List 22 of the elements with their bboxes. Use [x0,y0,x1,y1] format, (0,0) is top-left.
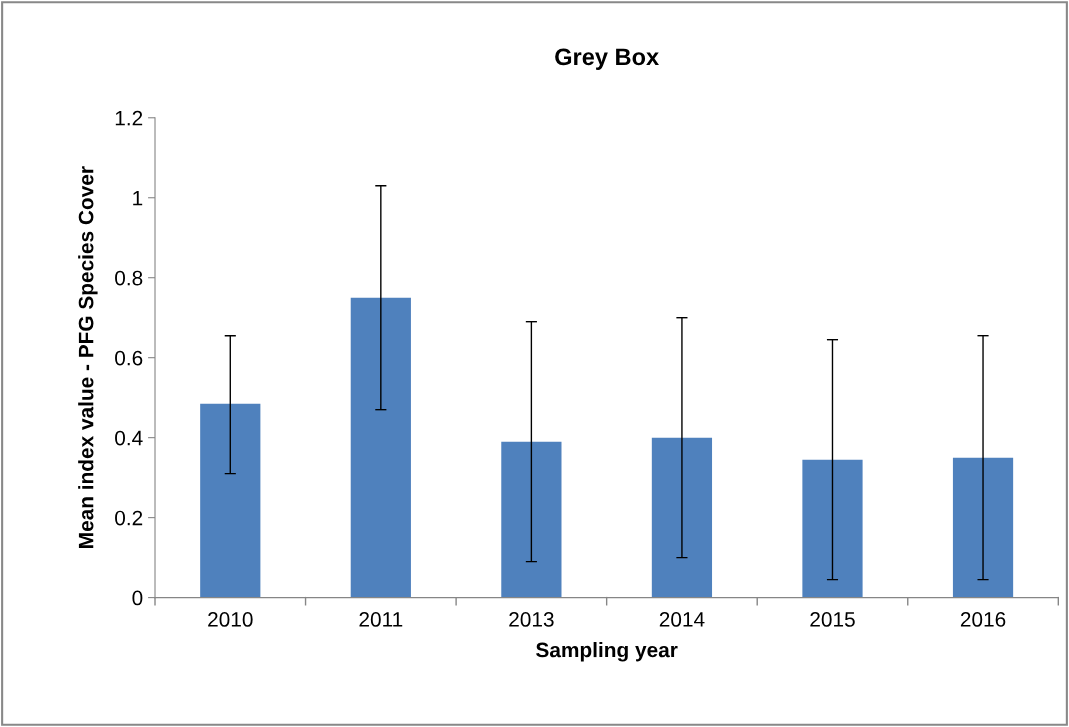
bar [802,459,863,598]
y-axis-title: Mean index value - PFG Species Cover [78,166,98,548]
bar [501,441,562,598]
chart-title: Grey Box [555,48,659,70]
x-tick-label: 2010 [208,612,253,627]
bar [200,403,261,598]
y-tick-label: 0.8 [115,270,143,286]
x-tick-label: 2014 [659,612,705,627]
y-tick-label: 0.4 [115,430,143,446]
y-tick-label: 0 [132,590,143,606]
bar [350,297,411,598]
y-tick-label: 0.2 [115,510,143,526]
bar [952,457,1014,598]
x-axis-title: Sampling year [536,642,678,662]
y-tick-label: 1.2 [115,110,143,126]
bar [651,437,713,598]
x-tick-label: 2013 [509,612,554,627]
x-tick-label: 2015 [810,612,855,627]
y-tick-label: 0.6 [115,350,143,366]
x-tick-label: 2016 [960,612,1006,627]
x-tick-label: 2011 [359,612,403,627]
y-tick-label: 1 [133,190,143,206]
